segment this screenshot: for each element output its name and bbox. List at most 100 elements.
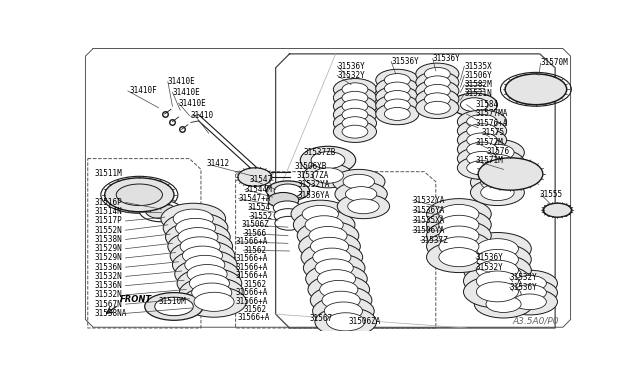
- Ellipse shape: [293, 210, 355, 240]
- Text: 31516P: 31516P: [95, 198, 122, 207]
- Ellipse shape: [266, 181, 310, 201]
- Text: 31536Y: 31536Y: [509, 283, 538, 292]
- Text: FRONT: FRONT: [120, 295, 152, 304]
- Ellipse shape: [376, 69, 419, 91]
- Text: 31514N: 31514N: [95, 207, 122, 216]
- Text: 31584: 31584: [476, 100, 499, 109]
- Text: 31536Y: 31536Y: [476, 253, 504, 262]
- Ellipse shape: [543, 203, 572, 217]
- Text: 31566+A: 31566+A: [236, 263, 268, 272]
- Ellipse shape: [140, 200, 182, 222]
- Text: 31532N: 31532N: [95, 291, 122, 299]
- Ellipse shape: [481, 144, 514, 161]
- Ellipse shape: [486, 276, 521, 292]
- Text: 31532N: 31532N: [95, 272, 122, 281]
- Ellipse shape: [175, 218, 216, 237]
- Ellipse shape: [467, 124, 497, 138]
- Ellipse shape: [424, 76, 451, 89]
- Ellipse shape: [486, 296, 521, 312]
- Ellipse shape: [439, 215, 479, 234]
- Ellipse shape: [300, 146, 356, 174]
- Text: 31538N: 31538N: [95, 235, 122, 244]
- Ellipse shape: [416, 63, 459, 85]
- Text: 31552N: 31552N: [95, 226, 122, 235]
- Ellipse shape: [474, 260, 533, 288]
- Text: 31571M: 31571M: [476, 156, 504, 166]
- Ellipse shape: [306, 264, 367, 294]
- Ellipse shape: [163, 212, 228, 243]
- Ellipse shape: [333, 78, 376, 100]
- Text: 31555: 31555: [540, 189, 563, 199]
- Ellipse shape: [333, 87, 376, 109]
- Ellipse shape: [385, 108, 410, 121]
- Text: 31410F: 31410F: [129, 86, 157, 95]
- Ellipse shape: [238, 168, 272, 186]
- Ellipse shape: [177, 268, 242, 299]
- Text: 31410E: 31410E: [179, 99, 206, 108]
- Text: 31566+A: 31566+A: [236, 296, 268, 305]
- Text: 31575: 31575: [482, 128, 505, 137]
- Ellipse shape: [320, 280, 358, 299]
- Ellipse shape: [424, 84, 451, 97]
- Ellipse shape: [470, 179, 524, 206]
- Ellipse shape: [173, 209, 213, 228]
- Ellipse shape: [376, 86, 419, 108]
- Ellipse shape: [311, 152, 345, 169]
- Ellipse shape: [458, 147, 507, 170]
- Ellipse shape: [416, 89, 459, 110]
- Ellipse shape: [313, 248, 351, 266]
- Text: 31536YA: 31536YA: [298, 191, 330, 200]
- Text: 31506ZA: 31506ZA: [348, 317, 380, 326]
- Ellipse shape: [187, 264, 227, 283]
- Text: 31582M: 31582M: [464, 80, 492, 89]
- Ellipse shape: [317, 270, 356, 288]
- Text: 31506Y: 31506Y: [464, 71, 492, 80]
- Text: 31536Y: 31536Y: [391, 57, 419, 66]
- Ellipse shape: [416, 97, 459, 119]
- Ellipse shape: [513, 294, 547, 310]
- Text: 31510M: 31510M: [159, 296, 186, 305]
- Text: 31506YA: 31506YA: [413, 226, 445, 235]
- Text: 31506YB: 31506YB: [294, 162, 326, 171]
- Ellipse shape: [273, 201, 301, 215]
- Ellipse shape: [301, 243, 363, 272]
- Text: 31536Y: 31536Y: [433, 54, 460, 63]
- Ellipse shape: [376, 95, 419, 116]
- Ellipse shape: [310, 237, 349, 256]
- Ellipse shape: [376, 103, 419, 125]
- Text: 31566+A: 31566+A: [236, 237, 268, 246]
- Text: 31547: 31547: [250, 175, 273, 184]
- Ellipse shape: [474, 270, 533, 298]
- Text: 31532Y: 31532Y: [509, 273, 538, 282]
- Text: 31511M: 31511M: [95, 170, 122, 179]
- Ellipse shape: [467, 133, 497, 147]
- Ellipse shape: [343, 174, 374, 189]
- Ellipse shape: [312, 296, 374, 326]
- Ellipse shape: [463, 265, 531, 297]
- Ellipse shape: [178, 228, 218, 247]
- Ellipse shape: [451, 93, 497, 116]
- Ellipse shape: [458, 156, 507, 179]
- Ellipse shape: [182, 286, 246, 317]
- Ellipse shape: [463, 254, 531, 286]
- Ellipse shape: [333, 169, 385, 194]
- Ellipse shape: [467, 142, 497, 157]
- Ellipse shape: [172, 250, 237, 280]
- Ellipse shape: [155, 297, 193, 316]
- Text: 31562: 31562: [243, 246, 266, 255]
- Ellipse shape: [302, 205, 339, 222]
- Text: 31566+A: 31566+A: [236, 254, 268, 263]
- Text: 31577M: 31577M: [476, 138, 504, 147]
- Text: 31532YA: 31532YA: [298, 180, 330, 189]
- Ellipse shape: [168, 231, 232, 262]
- Ellipse shape: [145, 293, 204, 320]
- Ellipse shape: [486, 266, 521, 282]
- Ellipse shape: [470, 169, 524, 196]
- Ellipse shape: [416, 80, 459, 102]
- Ellipse shape: [476, 260, 518, 280]
- Ellipse shape: [424, 93, 451, 106]
- Text: A3.5A0/P0: A3.5A0/P0: [513, 316, 559, 326]
- Ellipse shape: [191, 283, 232, 302]
- Text: 31410: 31410: [191, 111, 214, 120]
- Ellipse shape: [424, 67, 451, 80]
